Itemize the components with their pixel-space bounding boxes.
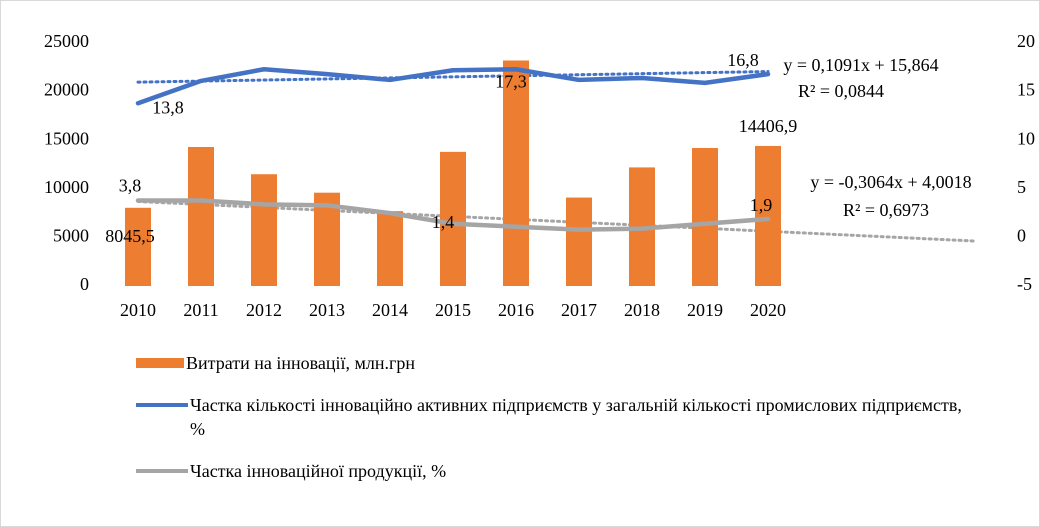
trendline-r2: R² = 0,6973 [843, 200, 929, 220]
y-tick-label: 15000 [44, 128, 89, 148]
bar [692, 147, 718, 286]
x-tick-label: 2018 [624, 300, 660, 320]
x-tick-label: 2011 [183, 300, 218, 320]
x-tick-label: 2010 [120, 300, 156, 320]
data-label: 17,3 [495, 71, 527, 91]
data-label: 13,8 [152, 97, 184, 117]
data-label: 16,8 [727, 50, 759, 70]
trendline-equation: y = -0,3064x + 4,0018 [810, 172, 971, 192]
x-tick-label: 2012 [246, 300, 282, 320]
x-tick-label: 2016 [498, 300, 534, 320]
bar [377, 211, 403, 286]
trendline-r2: R² = 0,0844 [798, 81, 884, 101]
legend-item: Частка інноваційної продукції, % [136, 459, 976, 483]
bar [566, 197, 592, 286]
y-tick-label: 25000 [44, 31, 89, 51]
legend-item: Витрати на інновації, млн.грн [136, 351, 976, 375]
legend-swatch [136, 469, 188, 473]
x-tick-label: 2014 [372, 300, 408, 320]
line-series [135, 66, 771, 106]
plot: 0 5000 10000 15000 20000 25000 -5 0 5 10 15 20 2010 2… [44, 31, 1035, 320]
data-label: 3,8 [119, 176, 142, 196]
x-tick-label: 2017 [561, 300, 597, 320]
legend-label: Витрати на інновації, млн.грн [186, 353, 416, 373]
legend-label: Частка кількості інноваційно активних пі… [190, 395, 962, 439]
bar [755, 145, 781, 286]
legend-swatch [136, 403, 188, 407]
x-tick-label: 2019 [687, 300, 723, 320]
bar [503, 60, 529, 286]
y-tick-label: 20000 [44, 80, 89, 100]
trendline-equation: y = 0,1091x + 15,864 [783, 55, 938, 75]
legend-item: Частка кількості інноваційно активних пі… [136, 393, 976, 441]
y2-tick-label: 10 [1017, 128, 1035, 148]
x-tick-label: 2020 [750, 300, 786, 320]
legend: Витрати на інновації, млн.грн Частка кіль… [136, 351, 976, 501]
legend-swatch [136, 358, 184, 368]
x-tick-label: 2015 [435, 300, 471, 320]
y2-tick-label: 20 [1017, 31, 1035, 51]
y-tick-label: 0 [80, 274, 89, 294]
trendline [136, 199, 979, 243]
bar [440, 151, 466, 286]
y2-tick-label: 15 [1017, 80, 1035, 100]
data-label: 1,4 [432, 212, 455, 232]
y2-tick-label: 0 [1017, 226, 1026, 246]
data-label: 1,9 [750, 195, 773, 215]
line-series [135, 198, 771, 232]
legend-label: Частка інноваційної продукції, % [190, 461, 447, 481]
y-tick-label: 10000 [44, 177, 89, 197]
trendline [136, 70, 770, 84]
y-tick-label: 5000 [53, 226, 89, 246]
bar [125, 207, 151, 286]
bar [251, 174, 277, 286]
x-tick-label: 2013 [309, 300, 345, 320]
y2-tick-label: -5 [1017, 274, 1032, 294]
bar [188, 147, 214, 286]
y2-tick-label: 5 [1017, 177, 1026, 197]
data-label: 14406,9 [739, 116, 798, 136]
data-label: 8045,5 [105, 226, 155, 246]
